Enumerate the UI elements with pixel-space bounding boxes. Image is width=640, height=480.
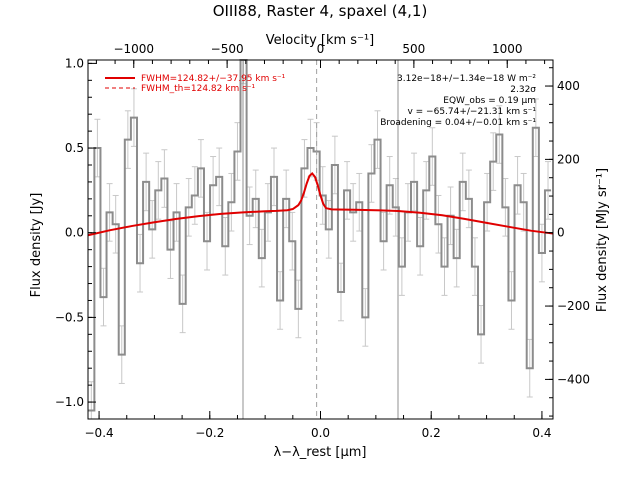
x2-tick-label: 1000 <box>492 42 523 56</box>
reference-lines <box>242 60 399 419</box>
x-tick-label: 0.2 <box>422 426 441 440</box>
annotation-flux: 3.12e−18+/−1.34e−18 W m⁻² <box>397 74 536 84</box>
annotation-broadening: Broadening = 0.04+/−0.01 km s⁻¹ <box>380 118 536 128</box>
y2-tick-label: −400 <box>557 372 590 386</box>
y-tick-label: 0.5 <box>65 141 84 155</box>
y2-tick-label: 400 <box>557 79 580 93</box>
fit-curve <box>87 172 554 237</box>
data-steps <box>88 59 552 412</box>
axes: −0.4 −0.2 0.0 0.2 0.4 −1000 −500 0 500 1000 −1.0 −0… <box>55 42 590 440</box>
y-axis-title: Flux density [Jy] <box>29 193 44 298</box>
legend-label-fwhm: FWHM=124.82+/−37.95 km s⁻¹ <box>141 74 286 84</box>
x-axis-title: λ−λ_rest [μm] <box>274 445 367 460</box>
x-tick-label: 0.4 <box>532 426 551 440</box>
y-tick-label: −0.5 <box>55 310 84 324</box>
x2-tick-label: −500 <box>211 42 244 56</box>
annotation-significance: 2.32σ <box>510 85 536 95</box>
x-tick-label: −0.2 <box>195 426 224 440</box>
chart-title: OIII88, Raster 4, spaxel (4,1) <box>213 2 428 20</box>
annotation-velocity: v = −65.74+/−21.31 km s⁻¹ <box>407 107 536 117</box>
data-series-line <box>88 59 552 412</box>
top-axis-title: Velocity [km s⁻¹] <box>266 33 374 48</box>
x2-tick-label: 500 <box>402 42 425 56</box>
right-axis-title: Flux density [MJy sr⁻¹] <box>595 168 610 312</box>
legend-label-fwhm-th: FWHM_th=124.82 km s⁻¹ <box>141 84 256 94</box>
y2-tick-label: −200 <box>557 299 590 313</box>
fit-annotations: 3.12e−18+/−1.34e−18 W m⁻² 2.32σ EQW_obs … <box>380 74 536 128</box>
y-tick-label: −1.0 <box>55 395 84 409</box>
fit-series-line <box>87 172 554 237</box>
annotation-eqw: EQW_obs = 0.19 μm <box>443 96 536 106</box>
y-tick-label: 1.0 <box>65 56 84 70</box>
y2-tick-label: 0 <box>557 226 565 240</box>
x-tick-label: −0.4 <box>85 426 114 440</box>
y2-tick-label: 200 <box>557 152 580 166</box>
x2-tick-label: 0 <box>317 42 325 56</box>
legend: FWHM=124.82+/−37.95 km s⁻¹ FWHM_th=124.8… <box>105 74 286 94</box>
x2-tick-label: −1000 <box>113 42 154 56</box>
y-tick-label: 0.0 <box>65 226 84 240</box>
x-tick-label: 0.0 <box>311 426 330 440</box>
